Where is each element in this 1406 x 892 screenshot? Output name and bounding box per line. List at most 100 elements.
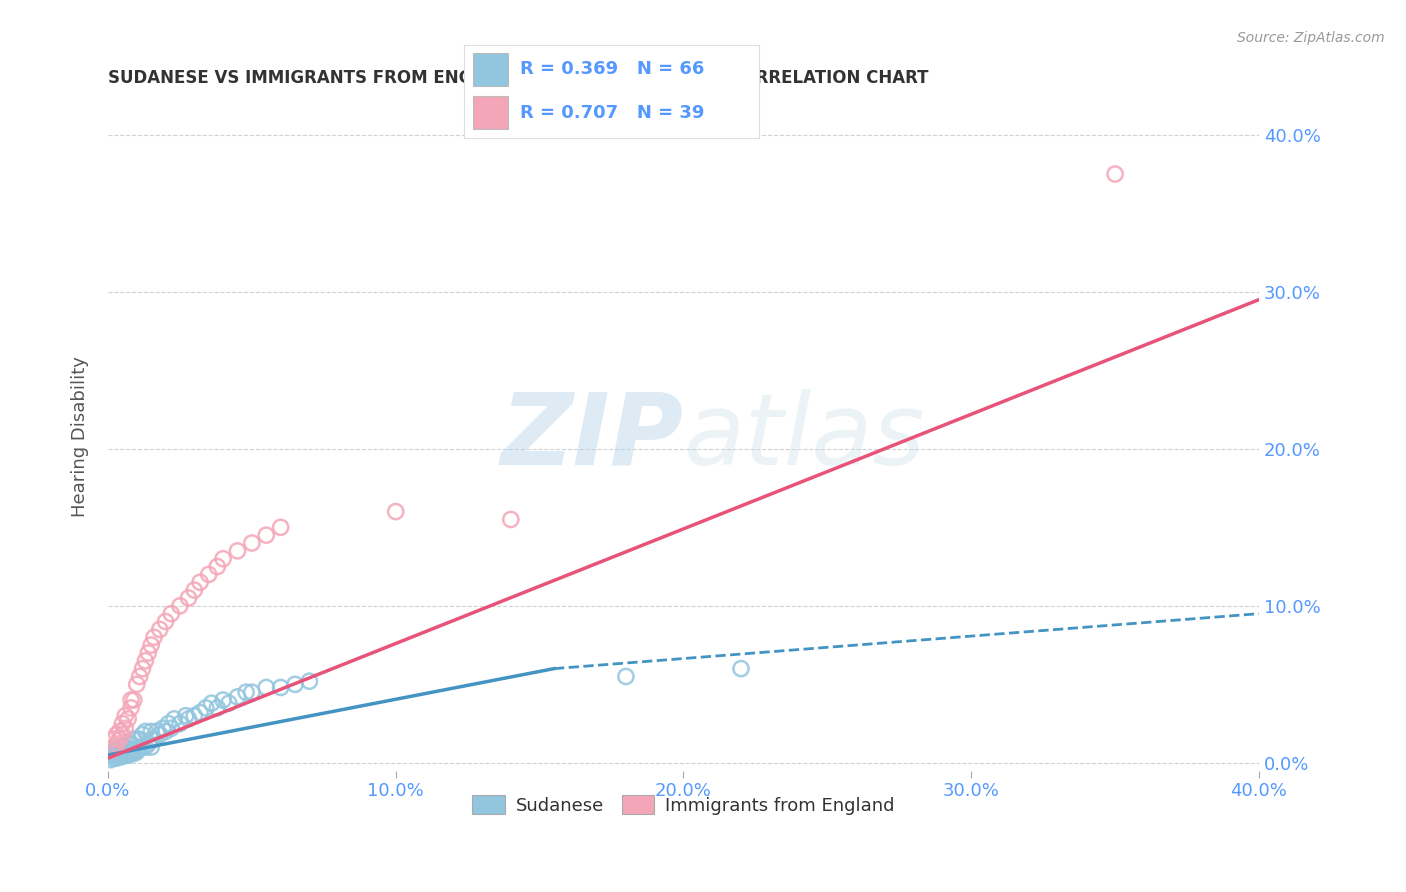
Text: atlas: atlas [683,389,925,485]
Point [111,716,134,731]
Point [183,708,205,723]
Point [141,740,163,755]
Point [149,728,172,742]
FancyBboxPatch shape [472,96,509,129]
Point [125,677,148,691]
Point [141,724,163,739]
Point [105,743,128,757]
Point [160,721,183,735]
Point [240,685,263,699]
Point [146,724,169,739]
Point [169,599,191,613]
Point [226,690,249,704]
Point [120,701,142,715]
Point [270,520,292,534]
Point [114,740,136,755]
Point [141,732,163,747]
Text: ZIP: ZIP [501,389,683,485]
Point [120,693,142,707]
Point [169,716,191,731]
Point [152,721,174,735]
Text: R = 0.707   N = 39: R = 0.707 N = 39 [520,103,704,121]
Point [254,528,277,542]
Point [122,743,145,757]
Point [499,512,522,526]
Text: Source: ZipAtlas.com: Source: ZipAtlas.com [1237,31,1385,45]
Point [212,551,235,566]
Point [155,724,177,739]
Y-axis label: Hearing Disability: Hearing Disability [72,357,89,517]
Point [270,681,292,695]
Point [120,737,142,751]
Point [100,753,122,767]
Point [188,575,211,590]
Point [149,623,172,637]
Point [108,724,131,739]
Point [143,630,166,644]
Point [114,708,136,723]
Point [105,737,128,751]
Point [614,669,637,683]
Point [134,724,156,739]
Point [111,747,134,762]
Point [218,696,240,710]
Point [125,745,148,759]
Point [235,685,257,699]
Point [103,740,125,755]
Point [226,544,249,558]
Point [122,747,145,761]
FancyBboxPatch shape [472,53,509,86]
Point [200,696,222,710]
Point [240,536,263,550]
Point [111,749,134,764]
Point [136,646,159,660]
Point [143,732,166,747]
Point [207,559,229,574]
Point [134,654,156,668]
Point [108,747,131,762]
Point [194,701,217,715]
Point [122,732,145,747]
Point [125,732,148,747]
Point [254,681,277,695]
Point [197,567,219,582]
Point [188,706,211,720]
Point [174,708,197,723]
Point [298,674,321,689]
Point [117,747,139,762]
Point [128,732,150,747]
Point [103,751,125,765]
Point [120,743,142,757]
Point [131,662,153,676]
Point [100,747,122,762]
Point [177,591,200,605]
Point [111,740,134,755]
Point [163,712,186,726]
Point [125,743,148,757]
Point [117,747,139,762]
Point [730,662,752,676]
Point [155,615,177,629]
Point [103,747,125,762]
Point [183,583,205,598]
Point [120,747,142,761]
Point [114,747,136,762]
Point [103,732,125,747]
Point [136,737,159,751]
Point [114,721,136,735]
Point [284,677,307,691]
Point [207,701,229,715]
Point [122,693,145,707]
Point [128,740,150,755]
Point [108,740,131,755]
Point [160,607,183,621]
Point [131,728,153,742]
Point [100,743,122,757]
Point [105,728,128,742]
Point [384,505,406,519]
Point [1104,167,1126,181]
Point [212,693,235,707]
Point [108,749,131,764]
Point [141,638,163,652]
Point [114,747,136,762]
